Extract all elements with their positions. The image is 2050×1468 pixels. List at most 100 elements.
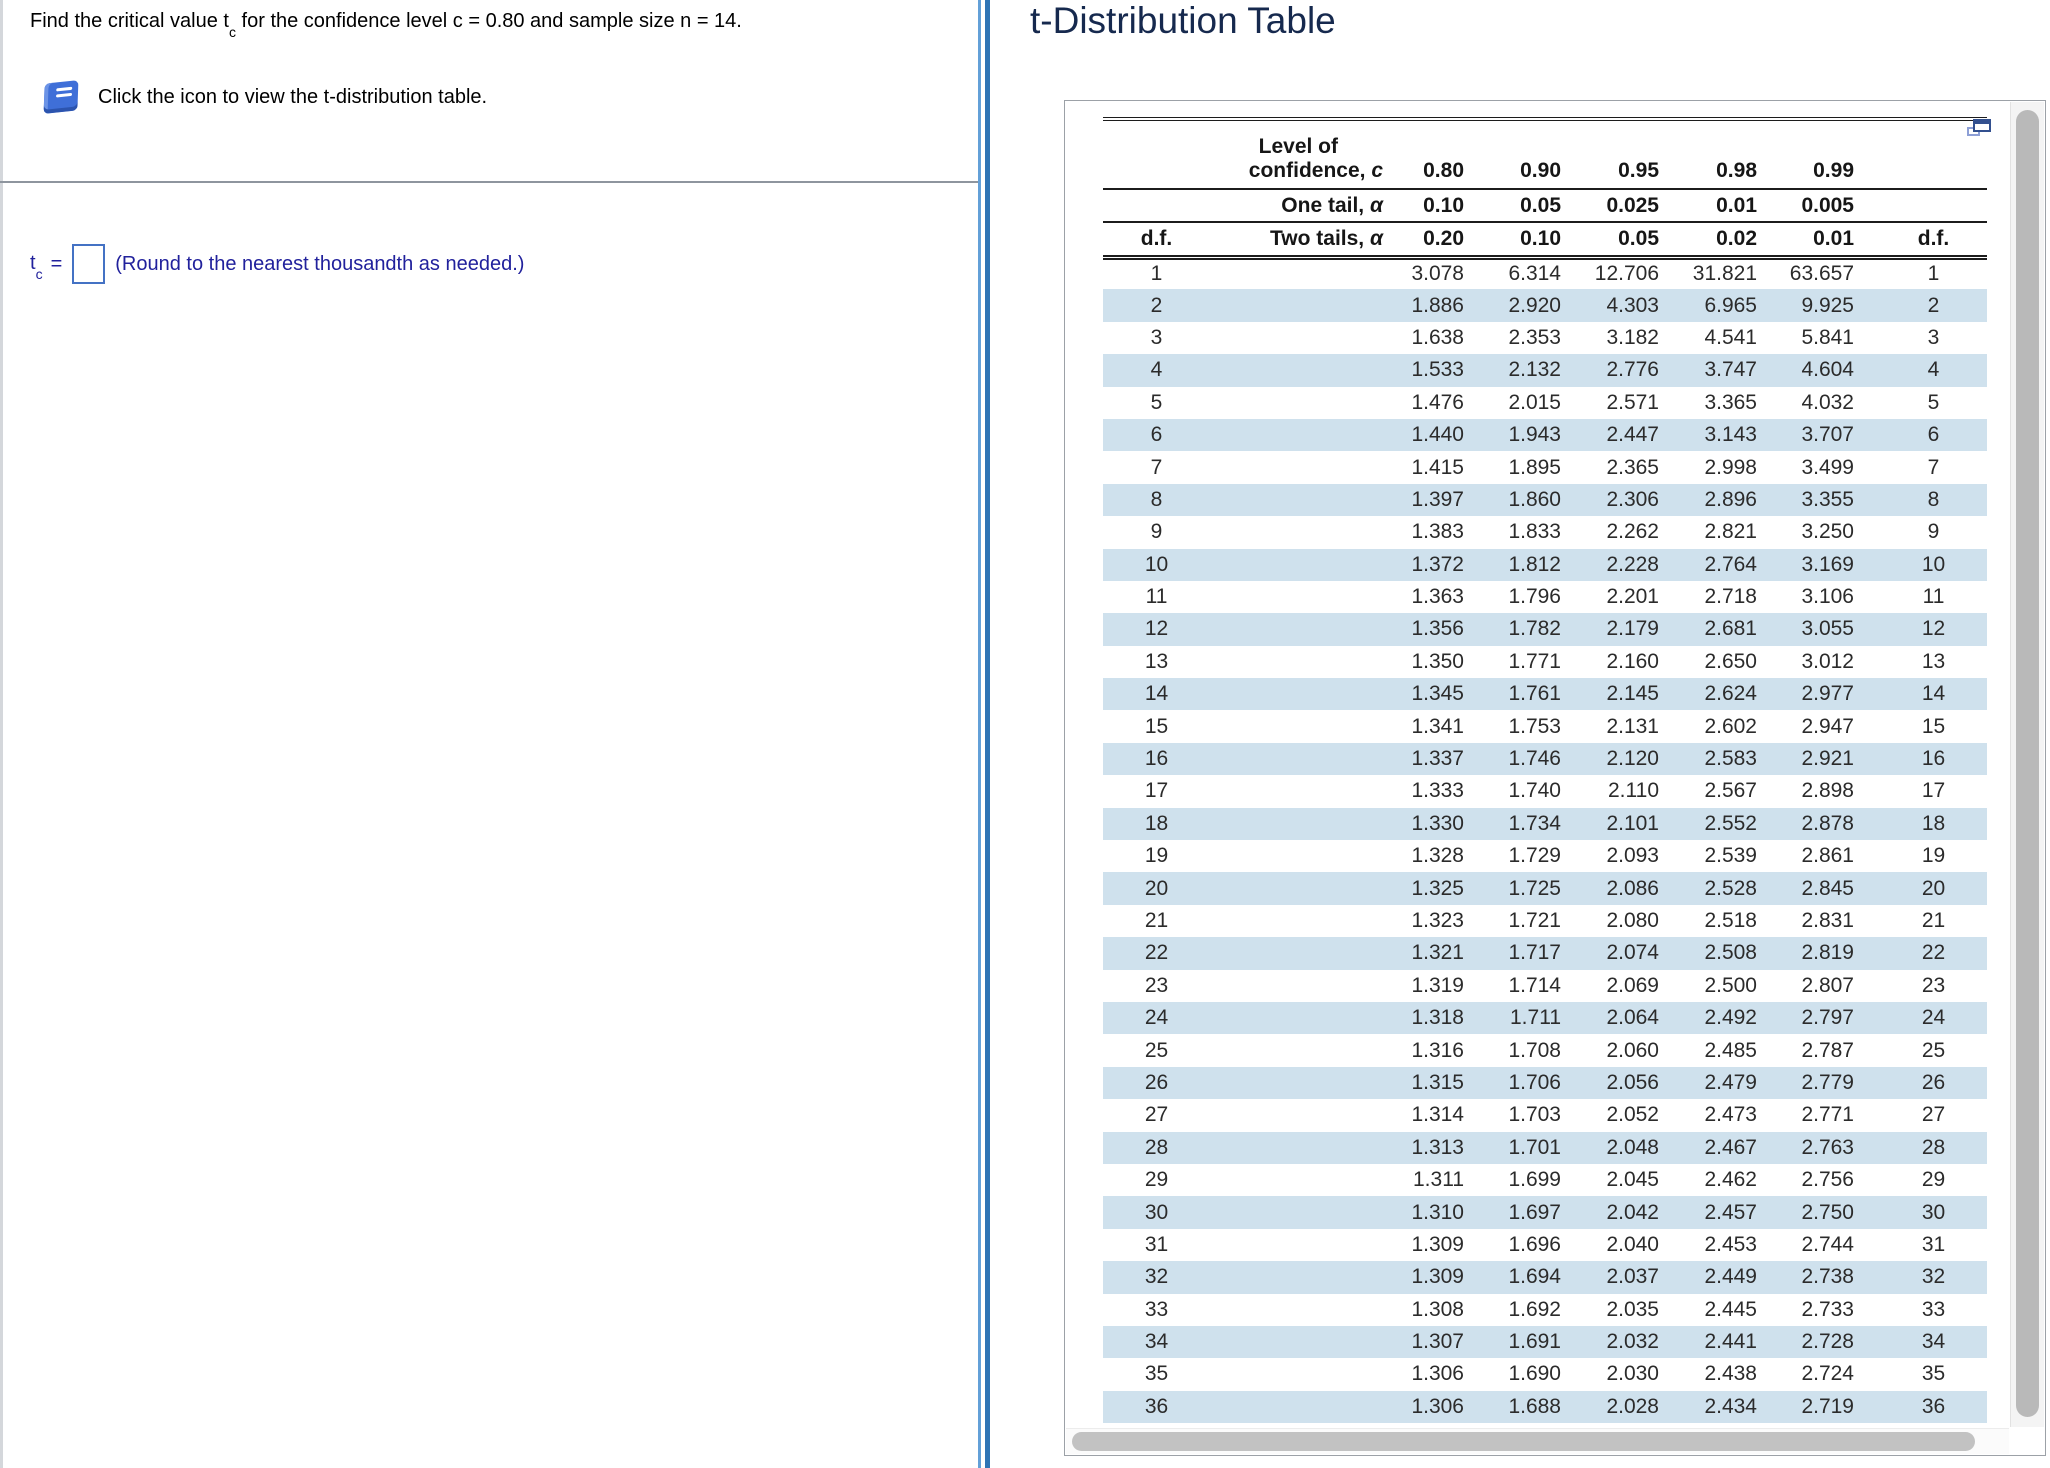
row-label-cell: [1210, 872, 1393, 904]
t-value-cell: 2.074: [1606, 941, 1659, 965]
row-label-cell: [1210, 516, 1393, 548]
book-icon[interactable]: [43, 80, 79, 114]
header-row-one-tail: One tail, α 0.10 0.05 0.025 0.01 0.005: [1103, 189, 1987, 223]
row-label-cell: [1210, 710, 1393, 742]
popout-window-icon[interactable]: [1967, 117, 1993, 141]
t-value-cell: 1.440: [1411, 423, 1464, 447]
t-value-cell: 2.069: [1606, 973, 1659, 997]
t-value-cell: 2.040: [1606, 1232, 1659, 1256]
t-value-cell: 1.308: [1411, 1297, 1464, 1321]
t-value-cell: 2.353: [1508, 325, 1561, 349]
t-table-popup: Level of confidence, c 0.80 0.90 0.95 0.…: [1064, 100, 2046, 1456]
df-cell: 30: [1144, 1200, 1169, 1224]
t-value-cell: 3.250: [1801, 520, 1854, 544]
t-value-cell: 2.052: [1606, 1103, 1659, 1127]
horizontal-scrollbar-thumb[interactable]: [1072, 1432, 1975, 1451]
table-row: 10 1.372 1.812 2.228 2.764 3.169 10: [1103, 548, 1987, 581]
row-label-cell: [1210, 257, 1393, 289]
df-cell: 7: [1927, 455, 1940, 479]
t-value-cell: 2.492: [1704, 1006, 1757, 1030]
t-value-cell: 2.764: [1704, 552, 1757, 576]
confidence-header-cell: 0.99: [1783, 117, 1880, 190]
t-value-cell: 2.583: [1704, 747, 1757, 771]
df-cell: 31: [1921, 1232, 1946, 1256]
t-value-cell: 2.738: [1801, 1265, 1854, 1289]
t-value-cell: 1.307: [1411, 1330, 1464, 1354]
horizontal-scrollbar[interactable]: [1066, 1428, 2009, 1454]
answer-t-label: tc: [30, 252, 43, 282]
df-cell: 10: [1921, 552, 1946, 576]
t-value-cell: 2.262: [1606, 520, 1659, 544]
df-cell: 28: [1144, 1135, 1169, 1159]
t-value-cell: 2.160: [1606, 649, 1659, 673]
table-row: 32 1.309 1.694 2.037 2.449 2.738 32: [1103, 1261, 1987, 1294]
t-value-cell: 2.449: [1704, 1265, 1757, 1289]
row-label-cell: [1210, 613, 1393, 645]
table-row: 35 1.306 1.690 2.030 2.438 2.724 35: [1103, 1358, 1987, 1390]
vertical-scrollbar[interactable]: [2010, 102, 2044, 1427]
t-value-cell: 2.744: [1801, 1232, 1854, 1256]
t-value-cell: 2.131: [1606, 714, 1659, 738]
critical-value-input[interactable]: [72, 244, 106, 284]
t-value-cell: 2.552: [1704, 811, 1757, 835]
t-value-cell: 2.132: [1508, 358, 1561, 382]
table-row: 27 1.314 1.703 2.052 2.473 2.771 27: [1103, 1099, 1987, 1131]
t-value-cell: 2.045: [1606, 1168, 1659, 1192]
t-value-cell: 2.093: [1606, 844, 1659, 868]
table-row: 15 1.341 1.753 2.131 2.602 2.947 15: [1103, 710, 1987, 742]
df-cell: 32: [1144, 1265, 1169, 1289]
splitter-line-thick: [985, 0, 990, 1468]
t-value-cell: 1.310: [1411, 1200, 1464, 1224]
df-cell: 16: [1921, 747, 1946, 771]
t-value-cell: 5.841: [1801, 325, 1854, 349]
book-icon-body: [43, 80, 79, 114]
t-value-cell: 1.703: [1508, 1103, 1561, 1127]
t-value-cell: 2.845: [1801, 876, 1854, 900]
row-label-cell: [1210, 1261, 1393, 1293]
t-value-cell: 9.925: [1801, 293, 1854, 317]
t-value-cell: 2.831: [1801, 909, 1854, 932]
t-value-cell: 2.728: [1801, 1330, 1854, 1354]
t-value-cell: 3.012: [1801, 649, 1854, 673]
t-value-cell: 1.895: [1508, 455, 1561, 479]
t-value-cell: 3.106: [1801, 585, 1854, 609]
table-row: 4 1.533 2.132 2.776 3.747 4.604 4: [1103, 354, 1987, 387]
table-row: 21 1.323 1.721 2.080 2.518 2.831 21: [1103, 905, 1987, 937]
df-cell: 19: [1144, 844, 1169, 868]
two-tails-header-cell: 0.02: [1685, 222, 1783, 260]
t-value-cell: 2.479: [1704, 1070, 1757, 1094]
table-row: 18 1.330 1.734 2.101 2.552 2.878 18: [1103, 807, 1987, 841]
t-value-cell: 1.350: [1411, 649, 1464, 673]
t-value-cell: 1.397: [1411, 487, 1464, 511]
df-cell: 7: [1150, 455, 1163, 479]
answer-equals: =: [50, 252, 63, 275]
t-value-cell: 2.807: [1801, 973, 1854, 997]
t-value-cell: 2.819: [1801, 941, 1854, 965]
df-cell: 5: [1150, 390, 1163, 414]
two-tails-header-cell: 0.20: [1393, 222, 1490, 260]
splitter-line-thin: [978, 0, 981, 1468]
t-value-cell: 1.356: [1411, 617, 1464, 641]
df-cell: 29: [1921, 1168, 1946, 1192]
row-label-cell: [1210, 549, 1393, 581]
t-value-cell: 2.797: [1801, 1006, 1854, 1030]
t-value-cell: 1.319: [1411, 973, 1464, 997]
t-value-cell: 3.707: [1801, 423, 1854, 447]
vertical-scrollbar-thumb[interactable]: [2016, 110, 2039, 1417]
row-label-cell: [1210, 419, 1393, 451]
t-value-cell: 2.920: [1508, 293, 1561, 317]
t-value-cell: 1.729: [1508, 844, 1561, 868]
df-cell: 19: [1921, 844, 1946, 868]
panel-splitter[interactable]: [976, 0, 992, 1468]
t-value-cell: 2.861: [1801, 844, 1854, 868]
t-value-cell: 2.947: [1801, 714, 1854, 738]
t-value-cell: 2.998: [1704, 455, 1757, 479]
t-value-cell: 2.528: [1704, 876, 1757, 900]
df-cell: 17: [1144, 779, 1169, 803]
table-row: 14 1.345 1.761 2.145 2.624 2.977 14: [1103, 678, 1987, 711]
icon-instruction-text: Click the icon to view the t-distributio…: [98, 85, 488, 108]
t-value-cell: 2.771: [1801, 1103, 1854, 1127]
t-value-cell: 3.499: [1801, 455, 1854, 479]
df-cell: 35: [1921, 1362, 1946, 1386]
t-value-cell: 2.457: [1704, 1200, 1757, 1224]
